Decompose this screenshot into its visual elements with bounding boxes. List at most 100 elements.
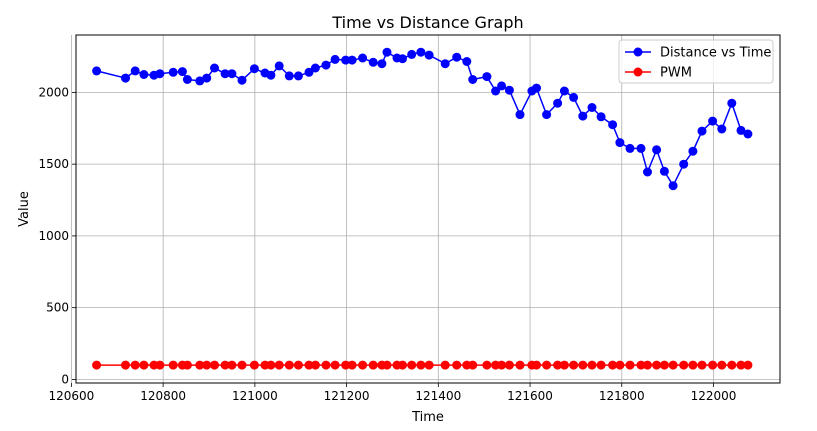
data-point-distance [92,66,102,76]
y-tick-label: 1000 [38,229,69,243]
data-point-distance [497,81,507,91]
data-point-distance [168,67,178,77]
data-point-distance [596,112,606,122]
data-point-distance [416,47,426,57]
data-point-pwm [697,360,707,370]
y-tick-label: 1500 [38,157,69,171]
data-point-pwm [468,360,478,370]
data-point-pwm [569,360,579,370]
data-point-distance [195,76,205,86]
data-point-distance [155,69,165,79]
data-point-pwm [321,360,331,370]
data-point-pwm [542,360,552,370]
x-tick-label: 121400 [415,389,461,403]
data-point-distance [643,167,652,177]
data-point-pwm [515,360,525,370]
data-point-pwm [274,360,284,370]
data-point-distance [424,50,434,60]
y-axis-label: Value [17,191,32,227]
data-point-pwm [237,360,247,370]
data-point-pwm [482,360,492,370]
legend-entry-pwm: PWM [625,66,692,81]
data-point-distance [462,57,472,66]
data-point-distance [515,110,525,120]
data-point-pwm [497,360,507,370]
legend-marker-pwm [633,67,643,77]
data-point-pwm [559,360,569,370]
data-point-distance [708,116,718,126]
data-point-distance [293,71,303,81]
data-point-pwm [416,360,426,370]
x-tick-label: 120600 [49,389,95,403]
data-point-distance [688,146,698,156]
x-tick-label: 121800 [599,389,645,403]
data-point-pwm [424,360,434,370]
data-point-distance [504,85,514,95]
data-point-distance [559,86,569,96]
data-point-distance [310,63,320,73]
data-point-distance [382,47,392,57]
data-point-pwm [92,360,102,370]
chart-title: Time vs Distance Graph [331,13,523,32]
data-point-pwm [155,360,165,370]
data-point-distance [274,61,284,71]
data-point-pwm [688,360,698,370]
data-point-distance [440,59,450,69]
data-point-pwm [330,360,340,370]
data-point-distance [227,69,237,79]
legend: Distance vs Time PWM [618,39,774,84]
data-point-pwm [708,360,718,370]
data-point-distance [130,66,140,76]
data-point-pwm [743,360,753,370]
data-point-distance [736,125,746,135]
data-point-pwm [382,360,392,370]
data-point-pwm [168,360,178,370]
data-point-pwm [266,360,276,370]
data-point-pwm [398,360,407,370]
x-axis-ticks: 120600 120800 121000 121200 121400 121600 1218… [49,383,736,403]
data-point-distance [182,75,192,84]
data-point-distance [368,57,378,67]
data-point-distance [578,111,588,121]
data-point-distance [569,92,579,102]
data-point-pwm [452,360,462,370]
y-tick-label: 2000 [38,85,69,99]
data-point-distance [266,70,276,80]
grid-lines [71,35,780,383]
data-point-distance [341,55,351,65]
data-point-pwm [659,360,669,370]
data-point-distance [284,71,294,81]
data-point-distance [377,59,387,69]
data-point-pwm [202,360,212,370]
plot-frame [75,34,781,384]
data-point-distance [659,166,669,176]
data-point-pwm [220,360,230,370]
data-point-distance [452,52,462,62]
data-point-pwm [182,360,192,370]
data-point-pwm [643,360,652,370]
data-point-distance [608,120,618,130]
data-point-distance [202,73,212,83]
data-point-pwm [615,360,625,370]
data-point-pwm [736,360,746,370]
data-point-pwm [596,360,606,370]
data-point-pwm [407,360,417,370]
data-point-pwm [578,360,588,370]
data-point-pwm [532,360,541,370]
data-point-pwm [210,360,219,370]
data-point-distance [542,110,552,120]
legend-marker-distance [633,47,643,57]
data-point-pwm [668,360,678,370]
data-point-distance [407,49,417,59]
data-point-pwm [727,360,737,370]
x-axis-label: Time [411,410,444,425]
data-point-pwm [608,360,618,370]
data-point-pwm [121,360,130,370]
x-tick-label: 121600 [507,389,553,403]
data-point-distance [636,143,646,153]
data-point-distance [220,69,230,79]
data-point-pwm [636,360,646,370]
data-point-distance [304,67,314,77]
data-point-pwm [249,360,259,370]
data-point-pwm [440,360,450,370]
